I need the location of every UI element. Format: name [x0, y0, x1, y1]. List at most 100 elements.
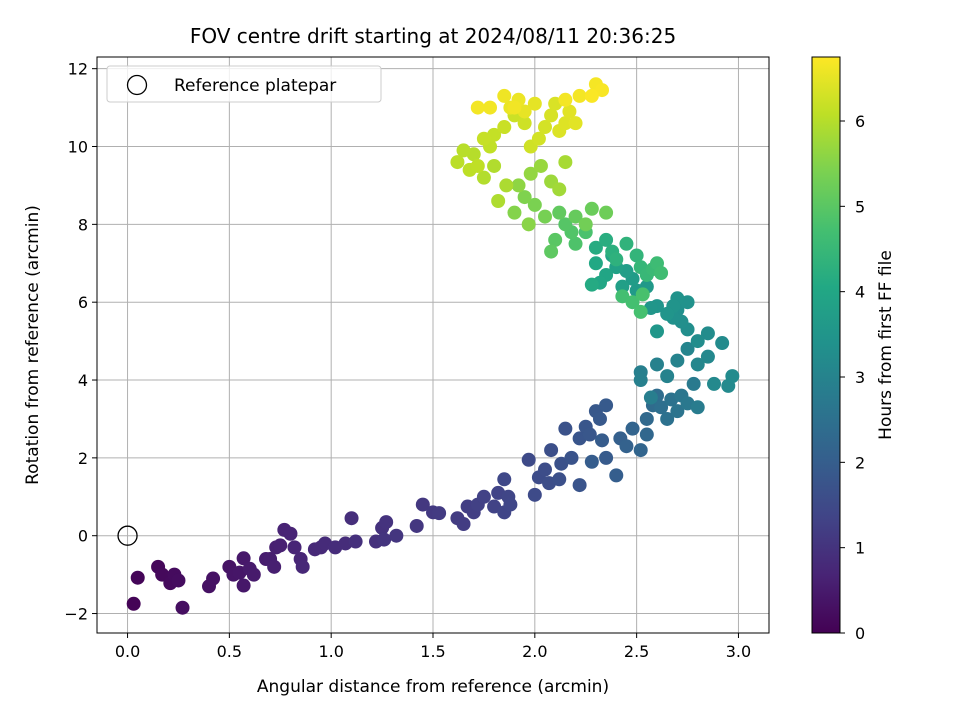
data-point [584, 201, 599, 216]
x-tick-label: 0.0 [115, 642, 140, 661]
data-point [273, 538, 288, 553]
colorbar-tick-label: 6 [855, 112, 865, 131]
data-point [517, 190, 532, 205]
data-point [558, 116, 573, 131]
data-point [544, 443, 559, 458]
colorbar-tick-label: 5 [855, 197, 865, 216]
data-point [348, 534, 363, 549]
data-point [476, 170, 491, 185]
data-point [615, 289, 630, 304]
legend-label: Reference platepar [174, 76, 336, 96]
data-point [670, 404, 685, 419]
x-tick-label: 1.5 [420, 642, 445, 661]
data-point [476, 489, 491, 504]
data-point [517, 116, 532, 131]
data-point [552, 205, 567, 220]
colorbar-tick-label: 4 [855, 283, 865, 302]
data-point [650, 324, 664, 339]
data-point [409, 518, 424, 533]
data-point [568, 236, 583, 251]
data-point [497, 88, 512, 103]
x-tick-label: 2.0 [522, 642, 547, 661]
data-point [629, 248, 644, 263]
data-point [236, 551, 251, 566]
data-point [654, 266, 669, 280]
y-axis-ticks: −2 0 2 4 6 8 10 12 [64, 60, 97, 624]
data-point [625, 295, 640, 310]
data-point [507, 100, 522, 115]
data-point [507, 205, 522, 220]
chart-title: FOV centre drift starting at 2024/08/11 … [190, 24, 676, 48]
data-point [686, 376, 701, 391]
grid [97, 57, 769, 633]
data-point [558, 155, 573, 170]
data-point [236, 578, 251, 593]
colorbar-tick-label: 2 [855, 453, 865, 472]
colorbar-tick-label: 3 [855, 368, 865, 387]
data-point [588, 240, 603, 255]
data-point [700, 349, 715, 364]
data-points [117, 77, 740, 615]
data-point [456, 517, 471, 532]
data-point [538, 209, 552, 224]
x-tick-label: 0.5 [217, 642, 242, 661]
data-point [531, 131, 546, 146]
data-point [503, 497, 518, 512]
data-point [544, 244, 559, 259]
data-point [654, 400, 669, 415]
data-point [660, 411, 675, 426]
y-tick-label: 2 [78, 449, 88, 468]
data-point [707, 376, 722, 391]
data-point [595, 83, 610, 98]
data-point [599, 450, 614, 465]
data-point [588, 256, 603, 271]
data-point [171, 573, 186, 588]
data-point [552, 472, 567, 487]
y-tick-label: 8 [78, 215, 88, 234]
data-point [609, 252, 624, 267]
data-point [725, 369, 740, 384]
data-point [660, 306, 675, 321]
data-point [295, 559, 310, 574]
data-point [476, 131, 491, 146]
data-point [483, 100, 498, 115]
y-tick-label: 10 [68, 138, 88, 157]
y-tick-label: 0 [78, 527, 88, 546]
data-point [491, 194, 506, 208]
reference-platepar-marker [117, 525, 138, 546]
data-point [175, 600, 190, 615]
data-point [564, 450, 579, 465]
data-point [246, 567, 261, 582]
data-point [633, 443, 648, 458]
data-point [599, 398, 614, 413]
data-point [690, 357, 705, 372]
data-point [690, 400, 705, 415]
data-point [690, 334, 705, 349]
plot-area: 0.0 0.5 1.0 1.5 2.0 2.5 3.0 −2 0 2 4 6 8 10 12 [64, 56, 770, 661]
data-point [511, 178, 526, 193]
x-axis-ticks: 0.0 0.5 1.0 1.5 2.0 2.5 3.0 [115, 633, 751, 661]
data-point [527, 96, 542, 111]
data-point [633, 304, 648, 319]
data-point [643, 390, 658, 405]
colorbar-tick-label: 1 [855, 539, 865, 558]
data-point [538, 462, 552, 477]
data-point [584, 88, 599, 103]
colorbar-gradient [812, 57, 840, 633]
data-point [283, 526, 298, 541]
data-point [619, 439, 634, 454]
data-point [572, 88, 587, 103]
data-point [126, 596, 141, 611]
data-point [615, 279, 630, 294]
data-point [538, 120, 552, 135]
colorbar-label: Hours from first FF file [876, 250, 896, 440]
x-tick-label: 1.0 [318, 642, 343, 661]
y-tick-label: −2 [64, 605, 88, 624]
data-point [578, 217, 593, 232]
data-point [130, 570, 145, 585]
data-point [432, 506, 447, 521]
colorbar: 0 1 2 3 4 5 6 Hours from first FF file [811, 56, 896, 643]
data-point [527, 197, 542, 212]
data-point [584, 454, 599, 469]
data-point [633, 373, 648, 388]
